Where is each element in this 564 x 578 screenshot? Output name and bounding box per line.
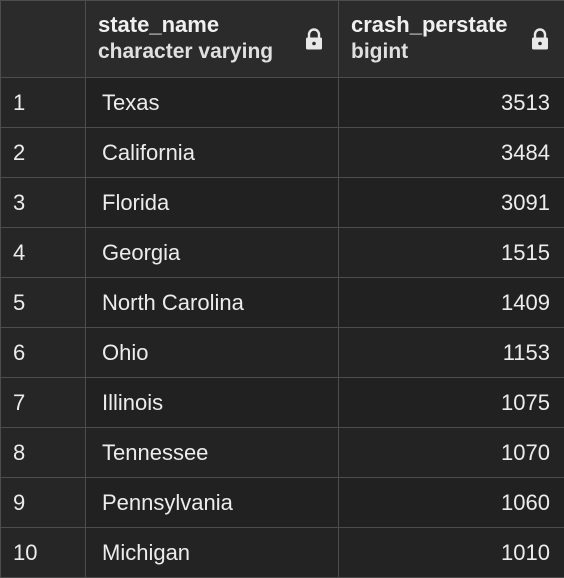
row-number[interactable]: 10 [0, 527, 86, 578]
table-row[interactable]: 5 North Carolina 1409 [0, 277, 564, 328]
row-number[interactable]: 8 [0, 427, 86, 478]
column-name: crash_perstate [351, 12, 508, 37]
table-row[interactable]: 1 Texas 3513 [0, 77, 564, 128]
cell-crash-perstate[interactable]: 3513 [338, 77, 564, 128]
cell-crash-perstate[interactable]: 3091 [338, 177, 564, 228]
cell-crash-perstate[interactable]: 1070 [338, 427, 564, 478]
cell-state-name[interactable]: Ohio [85, 327, 339, 378]
table-row[interactable]: 10 Michigan 1010 [0, 527, 564, 578]
lock-icon [306, 28, 322, 50]
row-number[interactable]: 1 [0, 77, 86, 128]
cell-state-name[interactable]: California [85, 127, 339, 178]
cell-state-name[interactable]: Georgia [85, 227, 339, 278]
table-row[interactable]: 7 Illinois 1075 [0, 377, 564, 428]
table-row[interactable]: 9 Pennsylvania 1060 [0, 477, 564, 528]
cell-crash-perstate[interactable]: 1060 [338, 477, 564, 528]
cell-crash-perstate[interactable]: 3484 [338, 127, 564, 178]
column-header-crash-perstate[interactable]: crash_perstate bigint [338, 0, 564, 78]
column-header-state-name[interactable]: state_name character varying [85, 0, 339, 78]
cell-crash-perstate[interactable]: 1153 [338, 327, 564, 378]
cell-state-name[interactable]: North Carolina [85, 277, 339, 328]
table-row[interactable]: 6 Ohio 1153 [0, 327, 564, 378]
cell-state-name[interactable]: Tennessee [85, 427, 339, 478]
column-name: state_name [98, 12, 220, 37]
cell-state-name[interactable]: Michigan [85, 527, 339, 578]
row-number[interactable]: 9 [0, 477, 86, 528]
row-number[interactable]: 5 [0, 277, 86, 328]
cell-crash-perstate[interactable]: 1075 [338, 377, 564, 428]
table-row[interactable]: 4 Georgia 1515 [0, 227, 564, 278]
row-number-header[interactable] [0, 0, 86, 78]
row-number[interactable]: 7 [0, 377, 86, 428]
cell-crash-perstate[interactable]: 1409 [338, 277, 564, 328]
table-row[interactable]: 2 California 3484 [0, 127, 564, 178]
header-row: state_name character varying crash_perst… [0, 0, 564, 78]
cell-state-name[interactable]: Pennsylvania [85, 477, 339, 528]
cell-state-name[interactable]: Florida [85, 177, 339, 228]
table-row[interactable]: 8 Tennessee 1070 [0, 427, 564, 478]
column-type: character varying [98, 40, 274, 63]
column-type: bigint [351, 40, 409, 63]
row-number[interactable]: 2 [0, 127, 86, 178]
cell-crash-perstate[interactable]: 1010 [338, 527, 564, 578]
cell-state-name[interactable]: Texas [85, 77, 339, 128]
row-number[interactable]: 6 [0, 327, 86, 378]
cell-crash-perstate[interactable]: 1515 [338, 227, 564, 278]
lock-icon [532, 28, 548, 50]
table-row[interactable]: 3 Florida 3091 [0, 177, 564, 228]
row-number[interactable]: 4 [0, 227, 86, 278]
row-number[interactable]: 3 [0, 177, 86, 228]
cell-state-name[interactable]: Illinois [85, 377, 339, 428]
